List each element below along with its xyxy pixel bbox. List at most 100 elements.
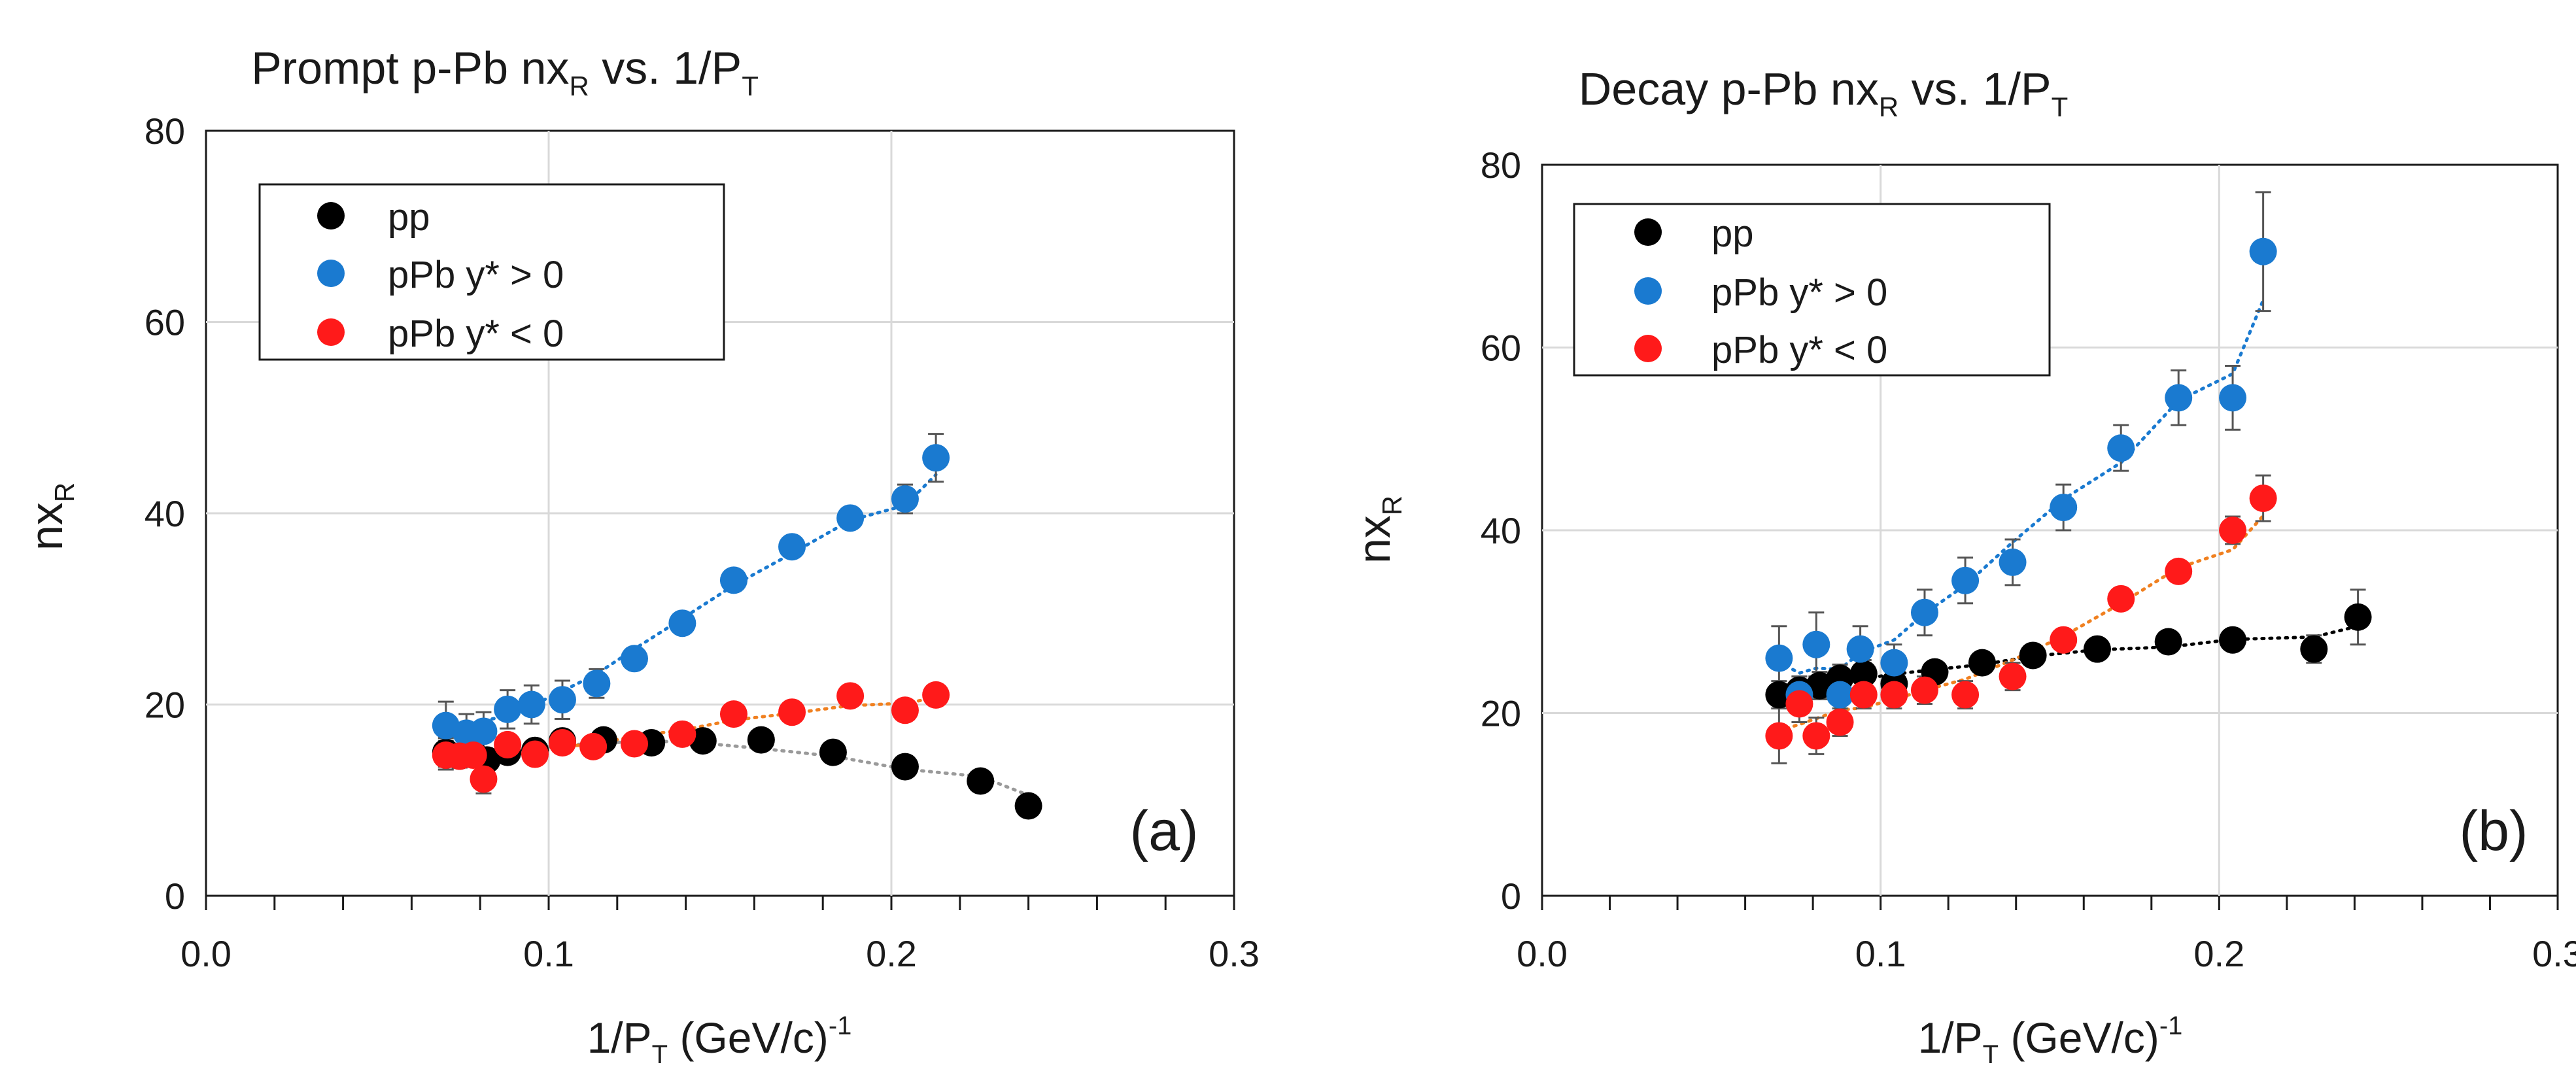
data-point-ppb-pos [517,690,545,719]
data-point-ppb-neg [1826,708,1854,736]
data-point-pp [967,767,995,795]
x-axis-label-sub: T [1983,1040,1999,1069]
data-point-ppb-neg [621,730,648,758]
x-tick-label: 0.3 [2532,933,2576,974]
data-point-ppb-neg [548,729,576,756]
legend-label-ppb-pos: pPb y* > 0 [388,254,564,296]
data-point-ppb-neg [1910,676,1938,704]
data-point-ppb-pos [583,670,611,698]
data-point-ppb-neg [2107,585,2135,613]
data-point-ppb-pos [1802,630,1830,658]
data-point-ppb-pos [1826,681,1854,709]
legend-item-ppb-pos: pPb y* > 0 [317,254,564,296]
chart-title: Prompt p-Pb nxR vs. 1/PT [251,42,759,101]
legend-marker-ppb-neg [1634,335,1662,362]
data-point-ppb-neg [836,682,865,710]
data-point-pp [747,726,775,754]
chart-title-sub-r: R [1879,92,1898,122]
legend-item-pp: pp [317,196,430,239]
y-tick-label: 0 [1501,876,1521,917]
x-tick-label: 0.0 [180,933,232,974]
legend: pp pPb y* > 0 pPb y* < 0 [1573,203,2051,377]
data-point-ppb-neg [521,740,549,768]
legend-label-ppb-pos: pPb y* > 0 [1711,271,1887,314]
data-point-pp [2300,635,2328,663]
data-point-ppb-pos [1951,566,1980,594]
legend-item-pp: pp [1634,212,1754,255]
data-point-ppb-pos [1910,598,1938,626]
data-point-ppb-neg [891,696,919,724]
data-point-ppb-neg [2050,626,2078,654]
x-tick-labels: 0.0 0.1 0.2 0.3 [180,933,1260,974]
data-point-ppb-pos [1846,635,1874,663]
data-point-ppb-neg [579,732,608,760]
chart-title-sub-t: T [2052,92,2069,122]
data-points [432,444,1042,820]
data-point-ppb-pos [1765,644,1793,672]
chart-title: Decay p-Pb nxR vs. 1/PT [1579,63,2069,122]
legend-item-ppb-neg: pPb y* < 0 [1634,329,1887,371]
data-point-pp [2344,603,2372,631]
x-axis-label-unit: (GeV/c) [1999,1013,2159,1062]
legend-marker-ppb-neg [317,318,345,346]
data-point-pp [2154,628,2182,656]
data-point-ppb-neg [1951,681,1980,709]
legend-marker-ppb-pos [1634,277,1662,305]
trend-line-ppb-pos [1777,298,2265,675]
axes [205,896,1235,910]
data-point-ppb-neg [494,730,522,758]
data-point-ppb-neg [1880,681,1908,709]
legend-marker-pp [317,202,345,230]
data-point-ppb-neg [1765,722,1793,750]
legend-item-ppb-pos: pPb y* > 0 [1634,271,1887,314]
data-point-ppb-neg [1802,722,1830,750]
legend-label-pp: pp [1711,212,1754,255]
y-tick-label: 80 [145,110,185,152]
data-point-ppb-pos [2107,434,2135,462]
data-point-ppb-neg [2219,517,2247,544]
x-tick-label: 0.2 [866,933,917,974]
y-axis-label-sub: R [49,483,80,502]
data-point-ppb-pos [2050,494,2078,522]
legend-marker-pp [1634,218,1662,246]
panel-label: (b) [2459,800,2528,862]
y-axis-label: nxR [1348,496,1407,564]
x-tick-label: 0.1 [1855,933,1906,974]
y-tick-label: 20 [145,685,185,726]
data-point-pp [1968,649,1996,677]
data-point-ppb-pos [1880,649,1908,677]
axes [1541,896,2559,910]
data-point-ppb-neg [2165,557,2193,585]
x-tick-label: 0.1 [523,933,574,974]
y-tick-label: 60 [1481,328,1521,369]
x-tick-label: 0.3 [1209,933,1260,974]
x-axis-label-unit: (GeV/c) [668,1013,829,1062]
data-point-pp [1014,792,1042,820]
legend-label-pp: pp [388,196,430,239]
data-point-ppb-neg [1849,681,1878,709]
data-point-pp [2083,635,2111,663]
y-axis-label: nxR [21,483,80,551]
data-point-ppb-pos [548,686,576,714]
legend-label-ppb-neg: pPb y* < 0 [1711,329,1887,371]
x-tick-labels: 0.0 0.1 0.2 0.3 [1517,933,2576,974]
data-point-ppb-pos [668,609,696,638]
y-tick-label: 40 [1481,510,1521,551]
data-point-ppb-neg [459,741,487,770]
legend-item-ppb-neg: pPb y* < 0 [317,313,564,355]
y-tick-label: 80 [1481,144,1521,186]
y-tick-labels: 0 20 40 60 80 [145,110,185,917]
chart-title-sub-r: R [569,71,589,101]
data-point-ppb-pos [922,444,950,472]
data-point-ppb-neg [2249,484,2277,513]
panel-label: (a) [1129,800,1198,862]
x-axis-label: 1/PT (GeV/c)-1 [1918,1012,2183,1069]
data-point-ppb-pos [2219,384,2247,412]
data-point-ppb-pos [2249,237,2277,265]
x-axis-label-sup: -1 [829,1012,852,1040]
data-point-pp [819,738,847,766]
x-axis-label: 1/PT (GeV/c)-1 [587,1012,852,1069]
data-point-ppb-pos [494,695,522,723]
